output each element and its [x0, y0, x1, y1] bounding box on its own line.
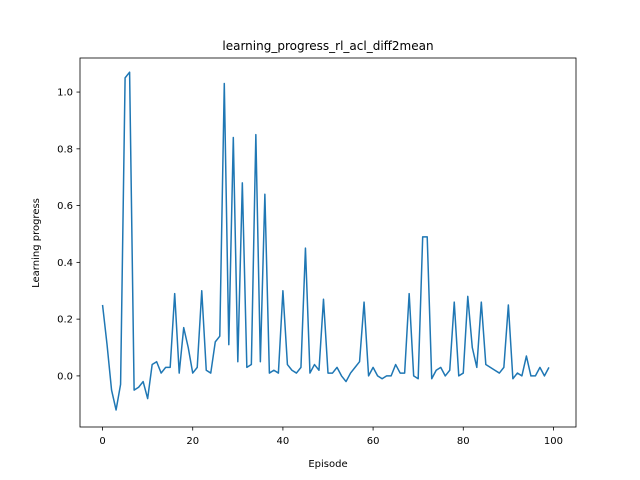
x-tick-label: 40 — [277, 436, 290, 447]
x-tick-label: 100 — [544, 436, 563, 447]
x-tick-label: 0 — [99, 436, 105, 447]
x-tick-label: 80 — [457, 436, 470, 447]
x-axis: 0 20 40 60 80 100 — [99, 427, 563, 447]
series-line — [101, 71, 550, 411]
y-tick-label: 0.6 — [57, 201, 73, 212]
y-axis: 0.0 0.2 0.4 0.6 0.8 1.0 — [57, 88, 80, 382]
x-tick-label: 60 — [367, 436, 380, 447]
x-tick-label: 20 — [186, 436, 199, 447]
y-tick-label: 0.0 — [57, 371, 73, 382]
y-tick-label: 0.8 — [57, 144, 73, 155]
y-tick-label: 1.0 — [57, 88, 73, 99]
y-tick-label: 0.4 — [57, 258, 73, 269]
y-tick-label: 0.2 — [57, 315, 73, 326]
plot-area — [101, 71, 550, 411]
plot-frame — [79, 57, 577, 428]
y-axis-label: Learning progress — [31, 198, 42, 288]
x-axis-label: Episode — [308, 459, 347, 470]
chart-title: learning_progress_rl_acl_diff2mean — [222, 39, 433, 53]
